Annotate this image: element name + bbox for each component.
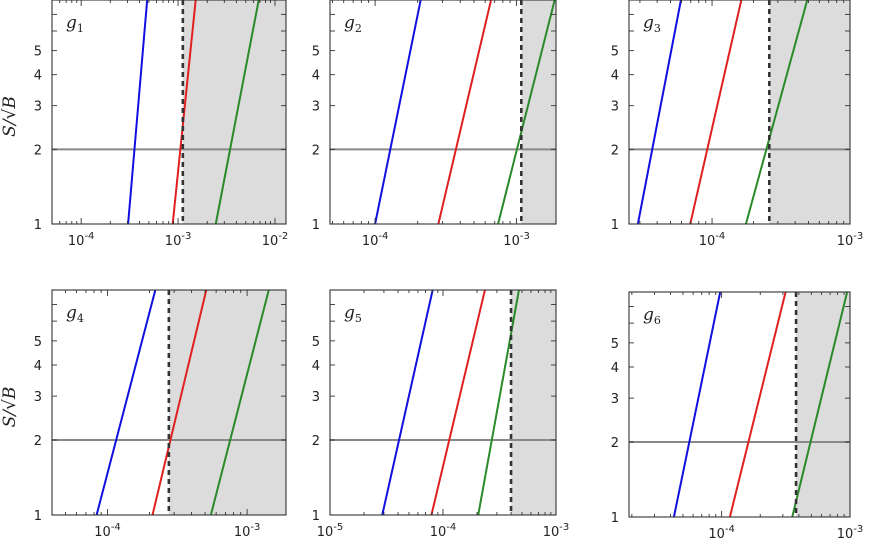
excluded-region — [182, 0, 286, 224]
y-tick-label: 5 — [34, 45, 42, 60]
y-tick-label: 5 — [611, 337, 619, 352]
series-line-2 — [151, 290, 208, 515]
series-line-1 — [127, 0, 149, 224]
excluded-region — [769, 0, 850, 224]
series-line-1 — [95, 290, 157, 515]
series-line-3 — [497, 0, 556, 224]
chart-panel-5: 10-5 10-4 10-3 1 2 3 4 5 g5 — [312, 289, 570, 540]
series-line-3 — [744, 0, 809, 224]
plot-area — [330, 290, 556, 515]
plot-area — [629, 0, 850, 224]
series-line-3 — [209, 290, 270, 515]
chart-panel-2: 10-4 10-3 1 2 3 4 5 g2 — [312, 0, 557, 249]
series-line-1 — [381, 290, 434, 515]
x-tick-label: 10-3 — [165, 231, 192, 249]
plot-area — [330, 0, 556, 224]
panel-label: g6 — [643, 305, 661, 327]
series-line-2 — [689, 0, 743, 224]
y-tick-label: 5 — [312, 45, 320, 60]
y-tick-label: 4 — [611, 361, 619, 376]
series-line-2 — [728, 292, 787, 517]
x-tick-label: 10-3 — [234, 522, 261, 540]
y-tick-label: 1 — [34, 509, 42, 524]
x-tick-label: 10-4 — [430, 522, 457, 540]
chart-panel-1: 10-4 10-3 10-2 1 2 3 4 5 g1 S/√B — [0, 0, 288, 249]
x-tick-label: 10-4 — [362, 231, 389, 249]
x-tick-label: 10-3 — [837, 231, 864, 249]
y-tick-label: 3 — [611, 100, 619, 115]
x-tick-label: 10-2 — [262, 231, 289, 249]
plot-frame — [51, 289, 287, 516]
plot-area — [52, 0, 286, 224]
panel-label: g1 — [66, 13, 84, 35]
y-tick-label: 2 — [34, 143, 42, 158]
y-tick-label: 2 — [312, 434, 320, 449]
y-tick-label: 5 — [312, 335, 320, 350]
series-line-1 — [374, 0, 422, 224]
y-tick-label: 4 — [611, 69, 619, 84]
series-line-3 — [791, 292, 849, 517]
series-line-1 — [636, 0, 682, 224]
y-tick-label: 4 — [312, 69, 320, 84]
y-tick-label: 1 — [611, 218, 619, 233]
y-tick-label: 1 — [34, 218, 42, 233]
excluded-region — [796, 292, 850, 517]
y-axis-title: S/√B — [0, 387, 20, 428]
y-tick-label: 3 — [611, 392, 619, 407]
y-tick-label: 1 — [312, 218, 320, 233]
plot-area — [629, 292, 850, 517]
series-line-1 — [672, 292, 722, 517]
x-tick-label: 10-4 — [708, 524, 735, 542]
y-tick-label: 2 — [611, 436, 619, 451]
y-tick-label: 1 — [611, 511, 619, 526]
x-tick-label: 10-3 — [543, 522, 570, 540]
x-tick-label: 10-4 — [699, 231, 726, 249]
panel-label: g2 — [344, 13, 362, 35]
y-tick-label: 2 — [611, 143, 619, 158]
y-tick-label: 4 — [34, 69, 42, 84]
plot-frame — [628, 0, 851, 225]
excluded-region — [511, 290, 556, 515]
y-tick-label: 4 — [34, 359, 42, 374]
chart-panel-6: 10-4 10-3 1 2 3 4 5 g6 — [611, 291, 864, 542]
x-tick-label: 10-5 — [317, 522, 344, 540]
x-tick-label: 10-4 — [94, 522, 121, 540]
y-tick-label: 1 — [312, 509, 320, 524]
y-tick-label: 5 — [611, 45, 619, 60]
y-tick-label: 2 — [312, 143, 320, 158]
y-tick-label: 4 — [312, 359, 320, 374]
chart-panel-4: 10-4 10-3 1 2 3 4 5 g4 S/√B — [0, 289, 287, 540]
y-tick-label: 3 — [312, 100, 320, 115]
excluded-region — [168, 290, 286, 515]
panel-label: g5 — [344, 303, 362, 325]
plot-frame — [628, 291, 851, 518]
x-tick-label: 10-4 — [68, 231, 95, 249]
x-tick-label: 10-3 — [837, 524, 864, 542]
x-tick-label: 10-3 — [503, 231, 530, 249]
plot-area — [52, 290, 286, 515]
y-tick-label: 3 — [312, 390, 320, 405]
series-line-2 — [430, 290, 486, 515]
panel-label: g4 — [66, 303, 84, 325]
panel-label: g3 — [643, 13, 661, 35]
y-tick-label: 5 — [34, 335, 42, 350]
chart-panel-3: 10-4 10-3 1 2 3 4 5 g3 — [611, 0, 864, 249]
series-line-2 — [437, 0, 493, 224]
y-tick-label: 3 — [34, 390, 42, 405]
series-line-2 — [171, 0, 197, 224]
y-axis-title: S/√B — [0, 96, 20, 137]
y-tick-label: 2 — [34, 434, 42, 449]
y-tick-label: 3 — [34, 100, 42, 115]
series-line-3 — [214, 0, 260, 224]
